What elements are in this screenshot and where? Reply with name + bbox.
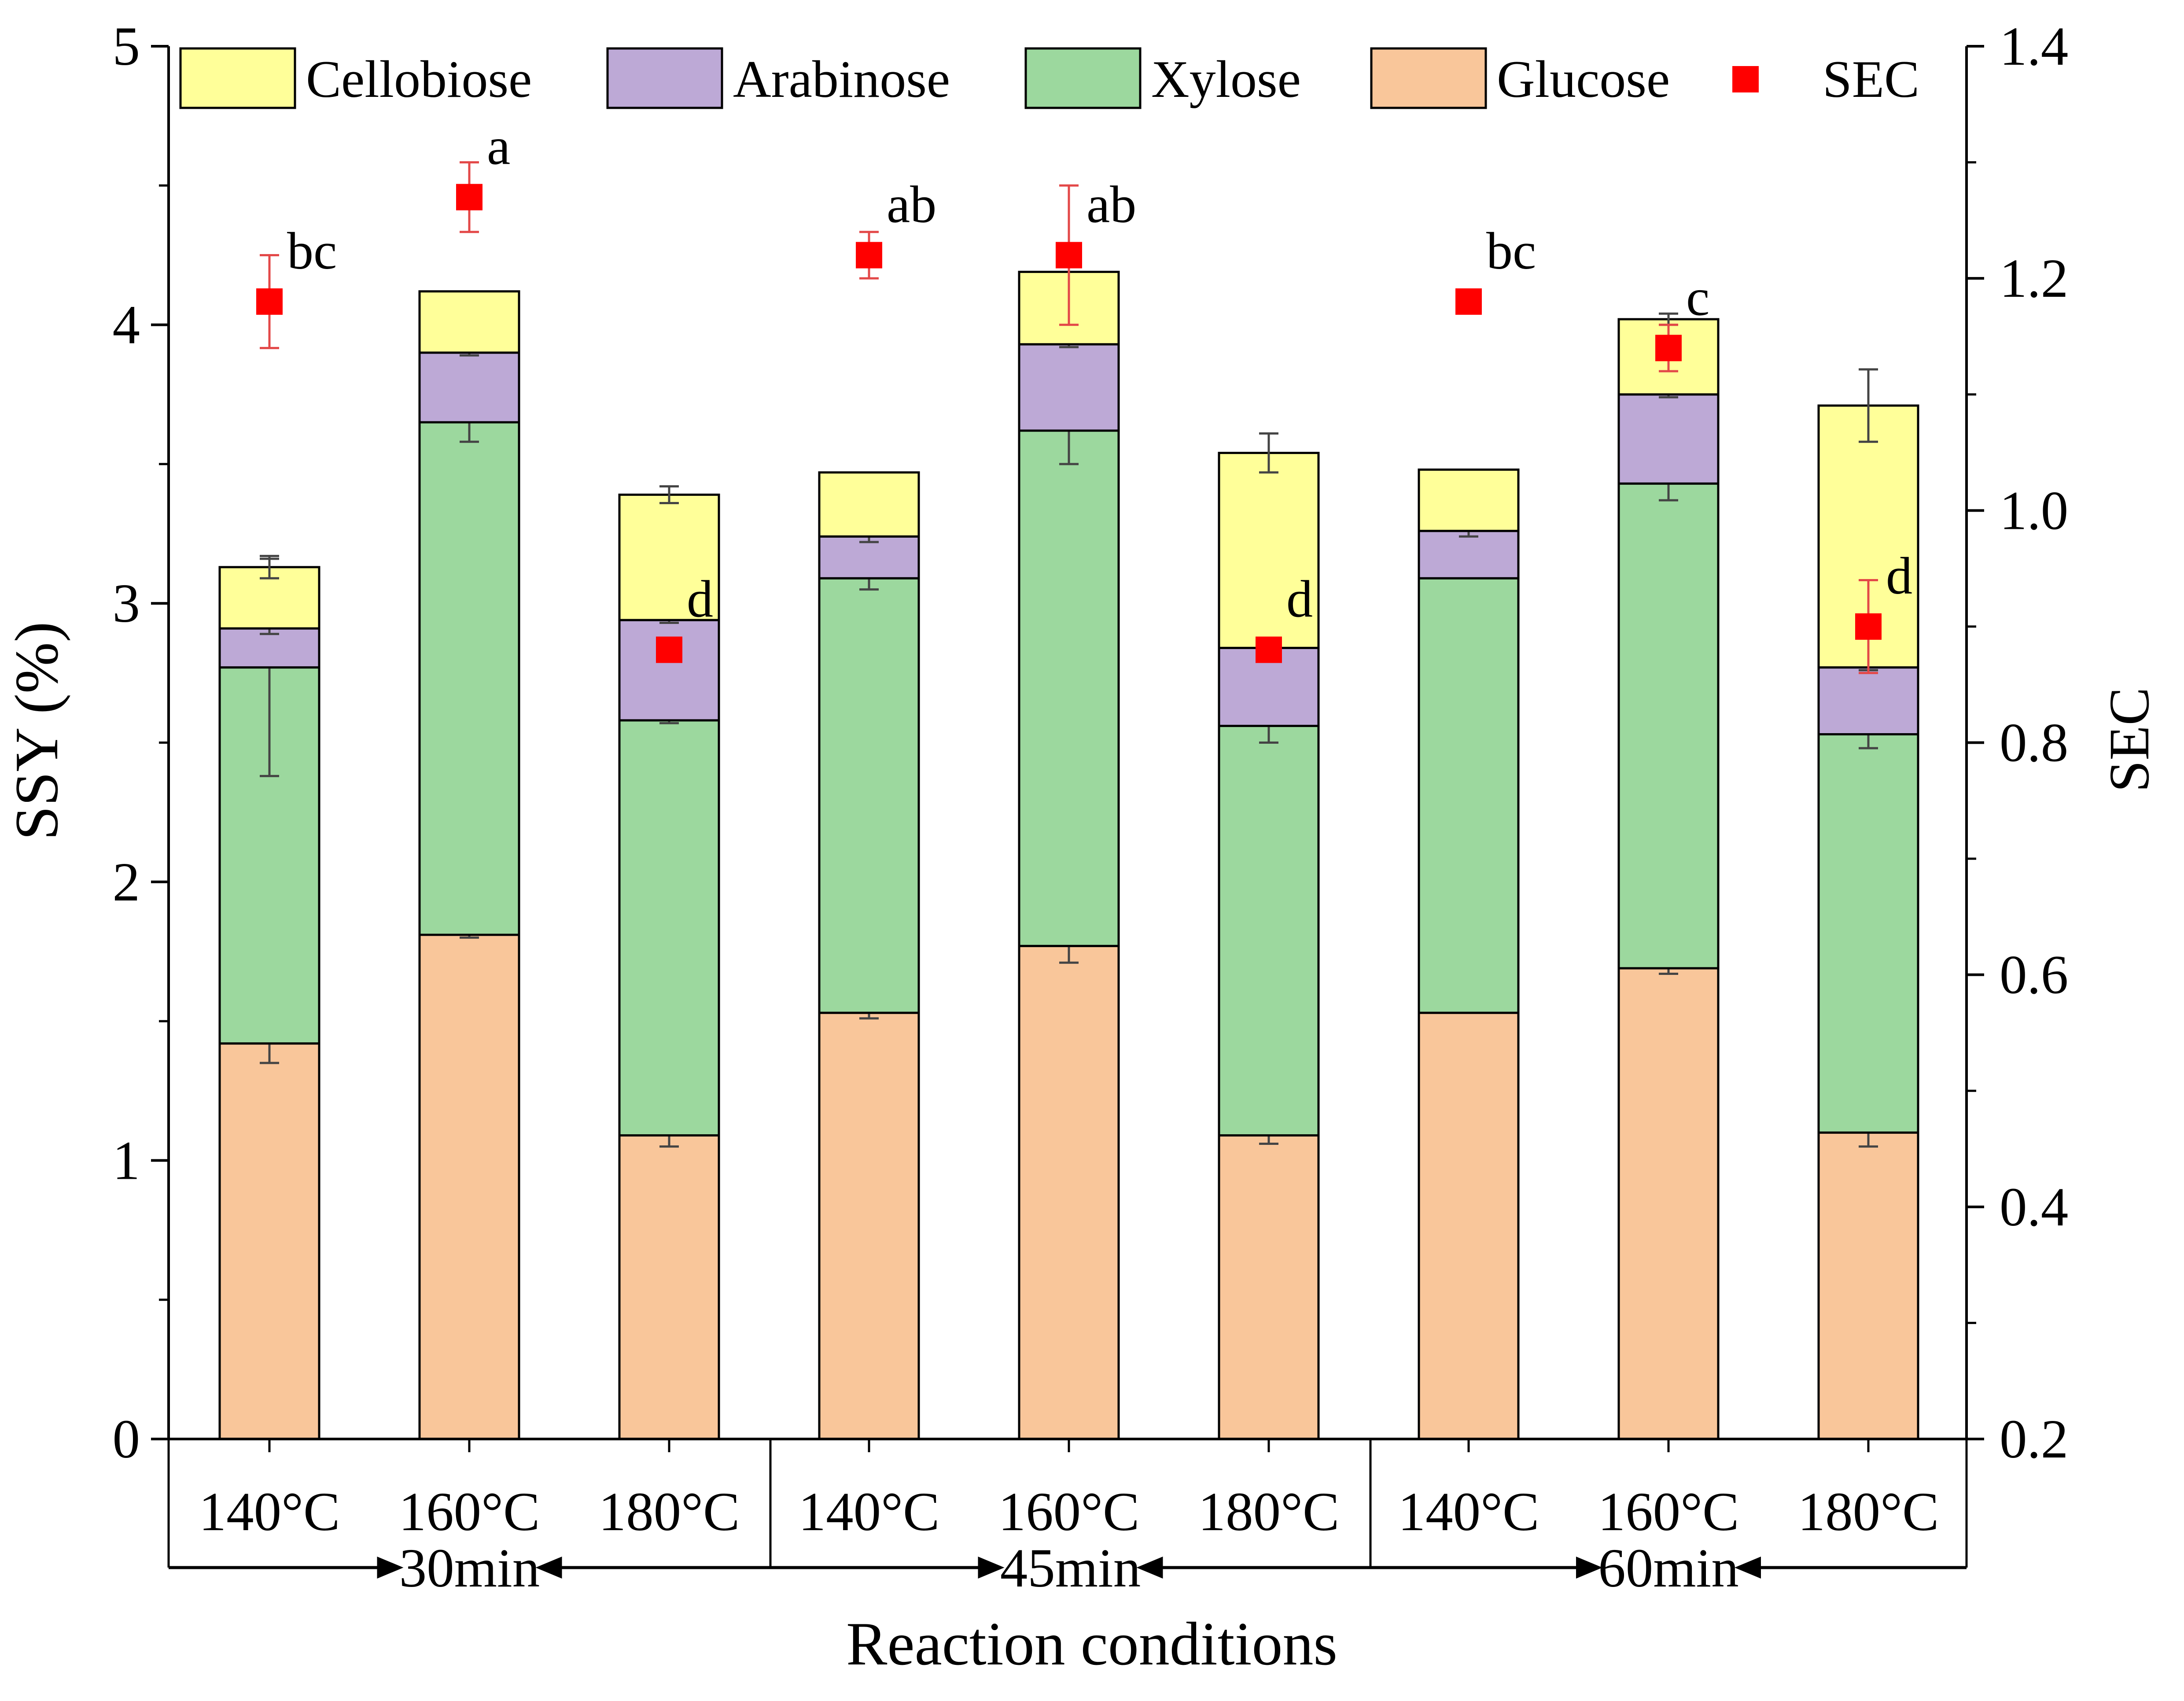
legend-label-sec: SEC: [1823, 50, 1919, 108]
bar-glucose-7: [1418, 1011, 1520, 1440]
y-tick-label: 0: [113, 1409, 140, 1470]
bar-cellobiose-7: [1418, 469, 1520, 532]
sec-letter-4: ab: [887, 175, 936, 233]
bar-arabinose-2: [418, 351, 520, 424]
sec-letter-5: ab: [1086, 175, 1136, 233]
bar-xylose-9: [1817, 733, 1919, 1134]
x-tick-label: 160°C: [998, 1482, 1140, 1542]
legend-swatch-glucose: [1370, 47, 1487, 109]
axes: 0 1 2 3 4 5 0.2 0.4 0.6 0.8 1.0 1.2 1.4 140°C 160°C 180…: [113, 16, 2069, 1599]
x-axis-title: Reaction conditions: [846, 1610, 1337, 1678]
bar-glucose-5: [1018, 945, 1120, 1440]
legend-label-arabinose: Arabinose: [733, 50, 950, 108]
bar-xylose-2: [418, 421, 520, 936]
sec-point-6: [1256, 636, 1282, 663]
group-arrowhead-right-2: [1136, 1557, 1163, 1579]
bar-arabinose-5: [1018, 343, 1120, 432]
bar-cellobiose-6: [1218, 452, 1320, 649]
bar-xylose-5: [1018, 429, 1120, 947]
y2-tick-label: 0.4: [2000, 1177, 2068, 1238]
group-label-3: 60min: [1598, 1538, 1738, 1599]
sec-point-3: [656, 636, 682, 663]
group-arrowhead-left-2: [978, 1557, 1005, 1579]
sec-point-1: [256, 288, 283, 315]
sec-letter-2: a: [487, 117, 510, 176]
x-tick-label: 140°C: [1398, 1482, 1539, 1542]
sec-letter-3: d: [687, 570, 713, 628]
legend-swatch-sec: [1732, 66, 1759, 92]
bar-xylose-8: [1617, 482, 1720, 970]
sec-letter-1: bc: [287, 221, 337, 280]
sec-point-7: [1455, 288, 1482, 315]
plot-marks: bc a d ab ab d bc c d: [218, 117, 1919, 1440]
sec-letter-6: d: [1286, 570, 1313, 628]
bar-glucose-6: [1218, 1134, 1320, 1440]
group-label-2: 45min: [1000, 1538, 1141, 1599]
sec-letter-7: bc: [1486, 221, 1536, 280]
sec-point-5: [1056, 242, 1082, 269]
sec-point-9: [1855, 613, 1882, 640]
legend-swatch-xylose: [1024, 47, 1142, 109]
x-tick-label: 160°C: [1598, 1482, 1739, 1542]
bar-glucose-1: [218, 1042, 320, 1440]
y-axis-title: SSY (%): [3, 622, 71, 841]
x-tick-label: 180°C: [599, 1482, 740, 1542]
x-tick-label: 140°C: [799, 1482, 940, 1542]
bar-xylose-6: [1218, 725, 1320, 1136]
y2-tick-label: 1.0: [2000, 480, 2068, 541]
legend-label-cellobiose: Cellobiose: [306, 50, 532, 108]
y2-tick-label: 1.2: [2000, 248, 2068, 309]
group-arrowhead-left-1: [377, 1557, 404, 1579]
x-tick-label: 180°C: [1798, 1482, 1939, 1542]
bar-glucose-2: [418, 934, 520, 1440]
bar-glucose-4: [818, 1011, 920, 1440]
bar-arabinose-8: [1617, 393, 1720, 485]
legend: Cellobiose Arabinose Xylose Glucose SEC: [179, 47, 1919, 109]
y-tick-label: 5: [113, 16, 140, 77]
x-tick-label: 160°C: [399, 1482, 540, 1542]
bar-cellobiose-2: [418, 290, 520, 354]
sec-letter-8: c: [1686, 268, 1709, 326]
y-tick-label: 3: [113, 573, 140, 634]
x-tick-label: 180°C: [1198, 1482, 1340, 1542]
y2-tick-label: 1.4: [2000, 16, 2068, 77]
legend-label-xylose: Xylose: [1151, 50, 1301, 108]
y-tick-label: 2: [113, 852, 140, 913]
y2-tick-label: 0.6: [2000, 945, 2068, 1006]
group-label-1: 30min: [399, 1538, 540, 1599]
bar-cellobiose-4: [818, 471, 920, 538]
x-tick-label: 140°C: [199, 1482, 340, 1542]
bar-arabinose-3: [618, 619, 720, 722]
y2-axis-title: SEC: [2098, 687, 2161, 792]
y2-tick-label: 0.2: [2000, 1409, 2068, 1470]
group-arrowhead-left-3: [1576, 1557, 1602, 1579]
bar-arabinose-9: [1817, 666, 1919, 736]
bar-xylose-7: [1418, 577, 1520, 1014]
bar-glucose-8: [1617, 967, 1720, 1440]
sec-point-4: [856, 242, 882, 269]
bar-glucose-9: [1817, 1131, 1919, 1440]
legend-label-glucose: Glucose: [1497, 50, 1670, 108]
y-tick-label: 1: [113, 1130, 140, 1191]
sec-point-2: [456, 184, 482, 210]
bar-arabinose-7: [1418, 530, 1520, 579]
y2-tick-label: 0.8: [2000, 713, 2068, 774]
legend-swatch-cellobiose: [179, 47, 296, 109]
group-arrowhead-right-3: [1735, 1557, 1761, 1579]
bar-glucose-3: [618, 1134, 720, 1440]
group-arrowhead-right-1: [535, 1557, 562, 1579]
bar-xylose-3: [618, 719, 720, 1136]
y-tick-label: 4: [113, 295, 140, 356]
sec-point-8: [1655, 335, 1682, 362]
sec-letter-9: d: [1886, 546, 1912, 605]
bar-xylose-4: [818, 577, 920, 1014]
legend-swatch-arabinose: [606, 47, 723, 109]
